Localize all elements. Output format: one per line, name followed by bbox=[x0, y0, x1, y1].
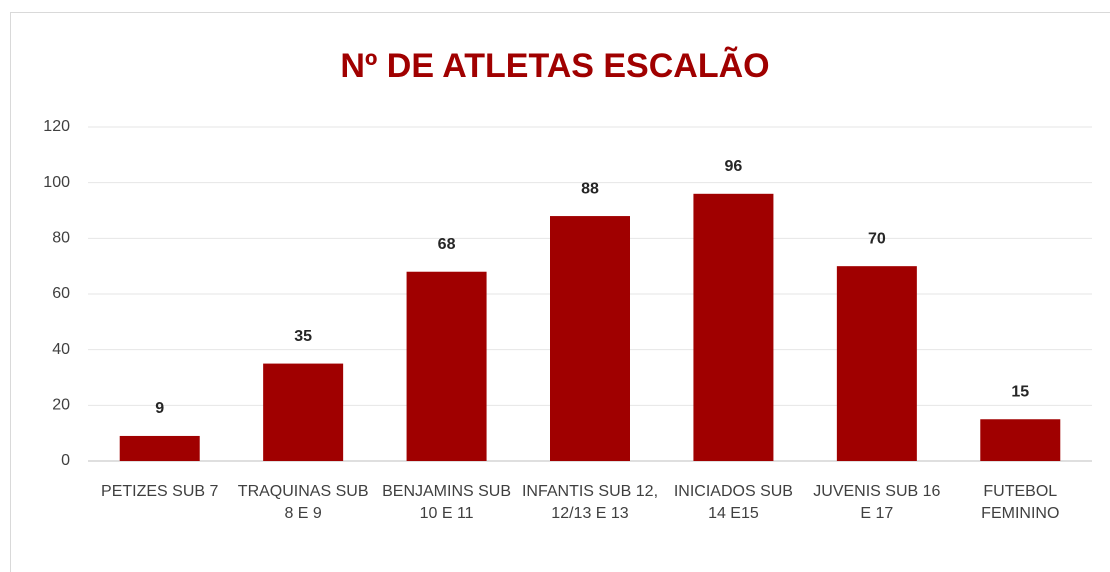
y-tick-label: 20 bbox=[52, 397, 70, 414]
bar bbox=[406, 271, 487, 461]
value-label: 15 bbox=[1011, 383, 1029, 400]
y-tick-label: 0 bbox=[61, 452, 70, 469]
x-tick-label: FUTEBOL FEMININO bbox=[981, 483, 1060, 522]
y-tick-label: 40 bbox=[52, 341, 70, 358]
value-label: 70 bbox=[868, 230, 886, 247]
bar bbox=[263, 363, 344, 461]
bar bbox=[980, 419, 1061, 461]
value-label: 9 bbox=[155, 400, 164, 417]
value-label: 35 bbox=[294, 328, 312, 345]
y-tick-label: 100 bbox=[43, 174, 70, 191]
bar bbox=[836, 266, 917, 461]
chart-title: Nº DE ATLETAS ESCALÃO bbox=[340, 47, 769, 85]
x-tick-label: PETIZES SUB 7 bbox=[101, 483, 219, 500]
value-label: 68 bbox=[438, 236, 456, 253]
y-tick-label: 60 bbox=[52, 285, 70, 302]
chart-border bbox=[10, 12, 1110, 572]
x-tick-label: TRAQUINAS SUB 8 E 9 bbox=[237, 483, 369, 522]
x-tick-label: BENJAMINS SUB 10 E 11 bbox=[382, 483, 512, 522]
x-tick-label: JUVENIS SUB 16 E 17 bbox=[813, 483, 941, 522]
value-label: 88 bbox=[581, 180, 599, 197]
value-label: 96 bbox=[725, 158, 743, 175]
x-tick-label: INFANTIS SUB 12, 12/13 E 13 bbox=[521, 483, 659, 522]
y-tick-label: 120 bbox=[43, 118, 70, 135]
bar bbox=[119, 435, 200, 461]
bar bbox=[550, 216, 630, 461]
y-tick-label: 80 bbox=[52, 230, 70, 247]
x-tick-label: INICIADOS SUB 14 E15 bbox=[673, 483, 793, 522]
bar bbox=[693, 193, 774, 462]
